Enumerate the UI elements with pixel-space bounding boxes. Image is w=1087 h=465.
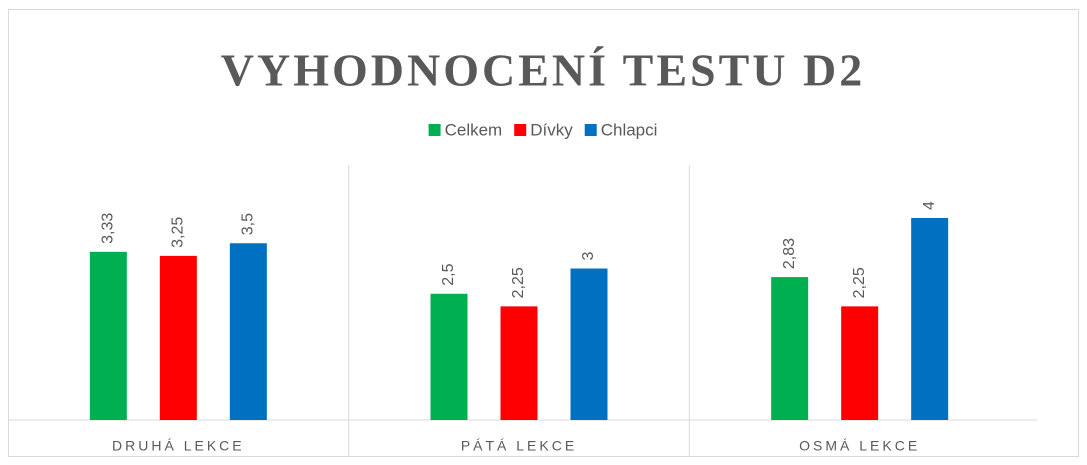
- data-label: 2,25: [851, 267, 868, 298]
- bar: [229, 243, 267, 420]
- x-tick-label: DRUHÁ LEKCE: [112, 438, 245, 454]
- legend-swatch: [428, 124, 441, 136]
- bar: [89, 251, 127, 420]
- legend-label: Celkem: [445, 120, 503, 139]
- bar: [159, 255, 197, 420]
- bar: [430, 293, 468, 420]
- data-label: 2,25: [510, 267, 527, 298]
- bar: [771, 277, 809, 420]
- bar: [500, 306, 538, 420]
- data-label: 2,83: [781, 238, 798, 269]
- x-tick-label: OSMÁ LEKCE: [799, 438, 920, 454]
- legend-label: Dívky: [530, 120, 573, 139]
- bar: [841, 306, 879, 420]
- data-label: 4: [921, 201, 938, 210]
- legend-swatch: [584, 124, 597, 136]
- data-label: 2,5: [440, 263, 457, 285]
- data-label: 3,25: [170, 217, 187, 248]
- data-label: 3: [580, 252, 597, 261]
- bar: [570, 268, 608, 420]
- legend-swatch: [514, 124, 527, 136]
- legend-label: Chlapci: [601, 120, 658, 139]
- x-tick-label: PÁTÁ LEKCE: [461, 438, 577, 454]
- data-label: 3,33: [100, 213, 117, 244]
- legend: Celkem Dívky Chlapci: [428, 120, 658, 139]
- chart-title: VYHODNOCENÍ TESTU D2: [221, 45, 865, 96]
- data-label: 3,5: [240, 213, 257, 235]
- bar: [911, 218, 949, 420]
